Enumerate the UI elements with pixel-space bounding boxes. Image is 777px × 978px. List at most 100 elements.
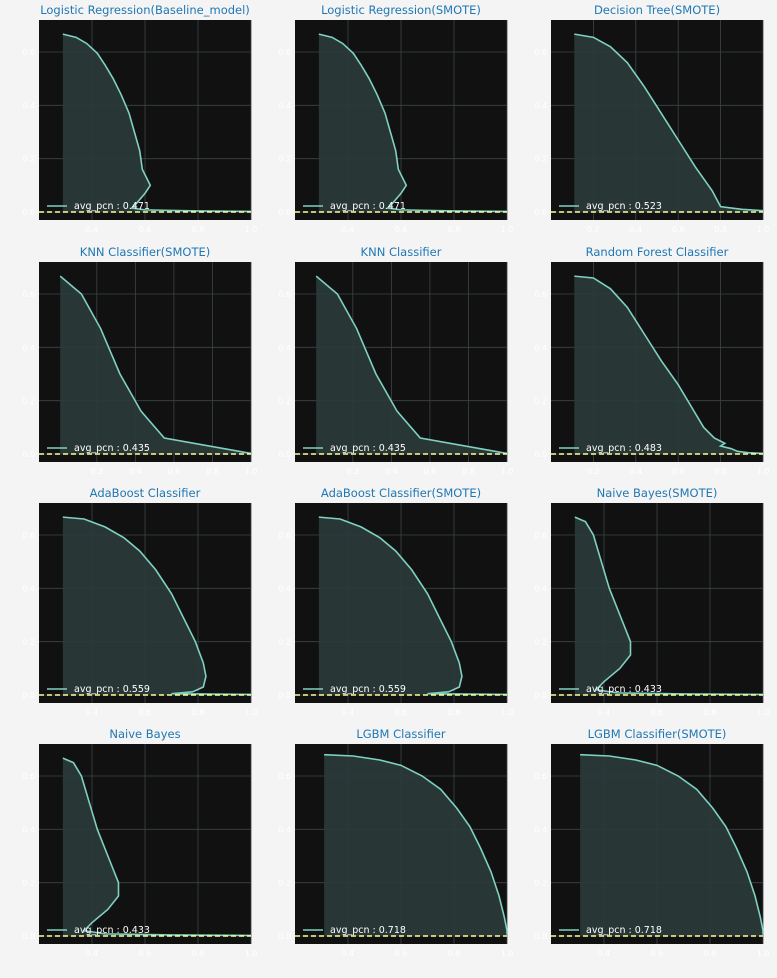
- legend-label: avg_pcn : 0.559: [74, 684, 150, 695]
- x-tick-label: 0.6: [651, 949, 664, 958]
- chart-panel: AdaBoost Classifier 0.0 0.2 0.4 0.6 0.4 0.6 0.8…: [15, 483, 259, 719]
- legend-label: avg_pcn : 0.471: [74, 201, 150, 212]
- x-tick-label: 0.8: [448, 708, 461, 717]
- x-tick-label: 0.8: [192, 225, 205, 234]
- x-tick-label: 0.8: [704, 949, 717, 958]
- x-tick-label: 1.0: [501, 225, 514, 234]
- y-tick-label: 0.0: [278, 691, 291, 700]
- pr-area-fill: [574, 276, 763, 454]
- x-tick-label: 1.0: [245, 225, 258, 234]
- legend-label: avg_pcn : 0.435: [330, 443, 406, 454]
- chart-title: Decision Tree(SMOTE): [593, 3, 721, 17]
- x-tick-label: 1.0: [501, 467, 514, 476]
- legend-label: avg_pcn : 0.435: [74, 443, 150, 454]
- chart-panel: LGBM Classifier 0.0 0.2 0.4 0.6 0.4 0.6 0.8 1.0 a…: [271, 724, 515, 960]
- chart-title: Logistic Regression(SMOTE): [321, 3, 481, 17]
- legend-label: avg_pcn : 0.559: [330, 684, 406, 695]
- pr-curve-line: [62, 516, 252, 696]
- pr-curve-plot: 0.0 0.2 0.4 0.6 0.4 0.6 0.8 1.0 avg_pcn : 0.559: [278, 503, 513, 717]
- y-tick-label: 0.6: [22, 290, 35, 299]
- pr-area-fill: [574, 517, 763, 695]
- x-tick-label: 0.6: [424, 467, 437, 476]
- x-tick-label: 0.4: [129, 467, 142, 476]
- y-tick-label: 0.0: [534, 691, 547, 700]
- x-tick-label: 1.0: [757, 467, 770, 476]
- y-tick-label: 0.6: [534, 48, 547, 57]
- y-tick-label: 0.4: [278, 101, 291, 110]
- chart-panel: Naive Bayes 0.0 0.2 0.4 0.6 0.4 0.6 0.8 1.0 avg_p…: [15, 724, 259, 960]
- x-tick-label: 0.6: [395, 225, 408, 234]
- chart-panel: Logistic Regression(SMOTE) 0.0 0.2 0.4 0.6 0.…: [271, 0, 515, 236]
- pr-curve-plot: 0.0 0.2 0.4 0.6 0.4 0.6 0.8 1.0 avg_pcn : 0.718: [534, 744, 770, 958]
- x-tick-label: 0.6: [139, 708, 152, 717]
- x-tick-label: 0.8: [448, 225, 461, 234]
- y-tick-label: 0.2: [22, 879, 35, 888]
- y-tick-label: 0.4: [534, 343, 547, 352]
- x-tick-label: 0.8: [714, 225, 727, 234]
- x-tick-label: 1.0: [245, 708, 258, 717]
- y-tick-label: 0.2: [278, 879, 291, 888]
- x-tick-label: 0.4: [342, 708, 355, 717]
- x-tick-label: 1.0: [757, 225, 770, 234]
- y-tick-label: 0.2: [22, 638, 35, 647]
- pr-curve-plot: 0.0 0.2 0.4 0.6 0.4 0.6 0.8 1.0 avg_pcn : 0.559: [22, 503, 258, 717]
- y-tick-label: 0.2: [22, 155, 35, 164]
- pr-area-fill: [62, 758, 251, 936]
- x-tick-label: 0.6: [139, 225, 152, 234]
- y-tick-label: 0.6: [278, 48, 291, 57]
- pr-area-fill: [62, 517, 251, 695]
- pr-area-fill: [316, 276, 507, 454]
- pr-curve-line: [574, 275, 764, 455]
- pr-area-fill: [62, 34, 251, 212]
- y-tick-label: 0.2: [534, 879, 547, 888]
- chart-panel: Decision Tree(SMOTE) 0.0 0.2 0.4 0.6 0.2 0.4 0.…: [527, 0, 771, 236]
- chart-title: LGBM Classifier(SMOTE): [587, 727, 727, 741]
- chart-title: KNN Classifier(SMOTE): [79, 245, 211, 259]
- legend-label: avg_pcn : 0.523: [586, 201, 662, 212]
- x-tick-label: 0.2: [587, 467, 600, 476]
- y-tick-label: 0.6: [278, 772, 291, 781]
- pr-curve-line: [324, 753, 508, 935]
- y-tick-label: 0.4: [534, 825, 547, 834]
- x-tick-label: 0.6: [395, 708, 408, 717]
- x-tick-label: 1.0: [757, 949, 770, 958]
- x-tick-label: 0.2: [346, 467, 359, 476]
- pr-area-fill: [60, 276, 252, 454]
- pr-curve-plot: 0.0 0.2 0.4 0.6 0.2 0.4 0.6 0.8 1.0 avg_pcn : 0.4…: [278, 262, 514, 476]
- y-tick-label: 0.2: [278, 397, 291, 406]
- chart-panel: LGBM Classifier(SMOTE) 0.0 0.2 0.4 0.6 0.4 0.6…: [527, 724, 771, 960]
- chart-panel: AdaBoost Classifier(SMOTE) 0.0 0.2 0.4 0.6 0.…: [271, 483, 515, 719]
- y-tick-label: 0.2: [534, 638, 547, 647]
- pr-area-fill: [318, 517, 507, 695]
- chart-title: AdaBoost Classifier(SMOTE): [320, 486, 482, 500]
- y-tick-label: 0.2: [534, 397, 547, 406]
- y-tick-label: 0.0: [534, 932, 547, 941]
- x-tick-label: 0.6: [168, 467, 181, 476]
- pr-area-fill: [318, 34, 507, 212]
- x-tick-label: 0.8: [448, 949, 461, 958]
- chart-panel: Logistic Regression(Baseline_model) 0.0 0.…: [15, 0, 259, 236]
- y-tick-label: 0.0: [534, 208, 547, 217]
- x-tick-label: 0.8: [704, 708, 717, 717]
- pr-area-fill: [324, 754, 507, 936]
- x-tick-label: 0.4: [86, 949, 99, 958]
- x-tick-label: 1.0: [757, 708, 770, 717]
- pr-curve-plot: 0.0 0.2 0.4 0.6 0.2 0.4 0.6 0.8 1.0 avg_pcn : 0.4…: [534, 262, 770, 476]
- y-tick-label: 0.6: [534, 531, 547, 540]
- y-tick-label: 0.6: [22, 48, 35, 57]
- x-tick-label: 1.0: [501, 949, 514, 958]
- legend-label: avg_pcn : 0.718: [586, 925, 662, 936]
- y-tick-label: 0.6: [22, 531, 35, 540]
- legend-label: avg_pcn : 0.483: [586, 443, 662, 454]
- pr-curve-line: [62, 33, 252, 213]
- x-tick-label: 0.6: [672, 225, 685, 234]
- y-tick-label: 0.2: [22, 397, 35, 406]
- pr-curve-line: [574, 33, 764, 212]
- x-tick-label: 0.8: [192, 949, 205, 958]
- pr-curve-line: [580, 753, 764, 935]
- x-tick-label: 0.6: [651, 708, 664, 717]
- pr-curve-plot: 0.0 0.2 0.4 0.6 0.4 0.6 0.8 1.0 avg_pcn : 0.433: [22, 744, 257, 958]
- x-tick-label: 0.4: [629, 467, 642, 476]
- x-tick-label: 0.4: [385, 467, 398, 476]
- pr-curve-line: [59, 275, 252, 455]
